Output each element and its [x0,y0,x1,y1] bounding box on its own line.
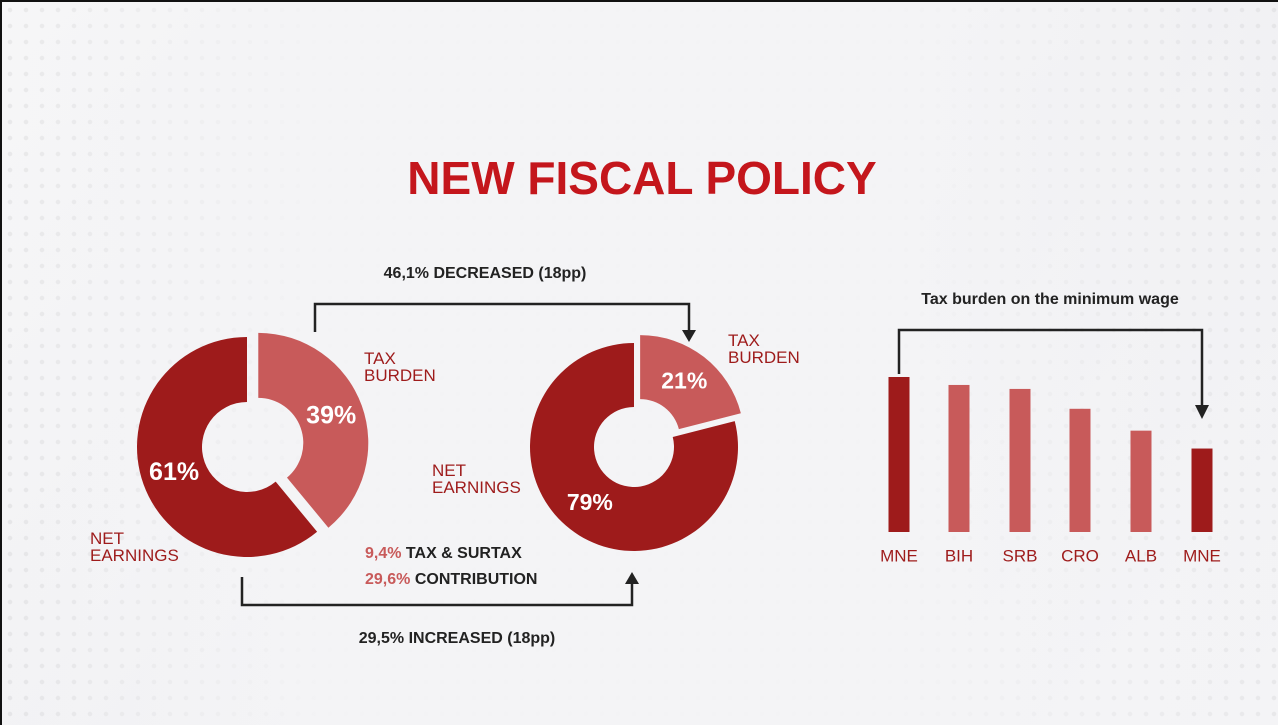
contribution-note-text: CONTRIBUTION [415,571,538,588]
tax-note: 9,4% TAX & SURTAX [365,545,522,562]
bar [1191,448,1213,532]
bar [1130,430,1152,532]
increase-note: 29,5% INCREASED (18pp) [359,630,556,647]
category-label: TAX BURDEN [728,331,800,367]
category-label: NET EARNINGS [90,529,179,565]
tax-note-value: 9,4% [365,545,401,562]
x-tick-label: CRO [1061,546,1099,565]
x-tick-label: SRB [1003,546,1038,565]
decrease-bracket [313,302,691,332]
arrow-head [682,330,696,342]
pie-slice [136,337,318,558]
increase-bracket [240,577,634,607]
value-label: 79% [567,489,613,515]
bar [1009,388,1031,532]
tax-note-text: TAX & SURTAX [406,545,522,562]
bar [1069,408,1091,532]
page-title: NEW FISCAL POLICY [407,152,876,204]
x-tick-label: MNE [1183,546,1221,565]
pie-slice [258,332,369,528]
x-tick-label: BIH [945,546,973,565]
value-label: 61% [149,458,199,486]
bar [888,377,910,532]
arrow-head [1195,405,1209,419]
x-tick-label: ALB [1125,546,1157,565]
contribution-note-value: 29,6% [365,571,410,588]
pie-slice [640,335,741,430]
pie-slice [530,343,738,552]
contribution-note: 29,6% CONTRIBUTION [365,571,537,588]
decrease-note: 46,1% DECREASED (18pp) [384,265,587,282]
category-label: TAX BURDEN [364,349,436,385]
category-label: NET EARNINGS [432,461,521,497]
bar [948,384,970,532]
value-label: 39% [306,401,356,429]
bar-bracket [897,328,1204,407]
x-tick-label: MNE [880,546,918,565]
value-label: 21% [661,367,707,393]
arrow-head [625,572,639,584]
bar-chart-title: Tax burden on the minimum wage [921,291,1179,308]
